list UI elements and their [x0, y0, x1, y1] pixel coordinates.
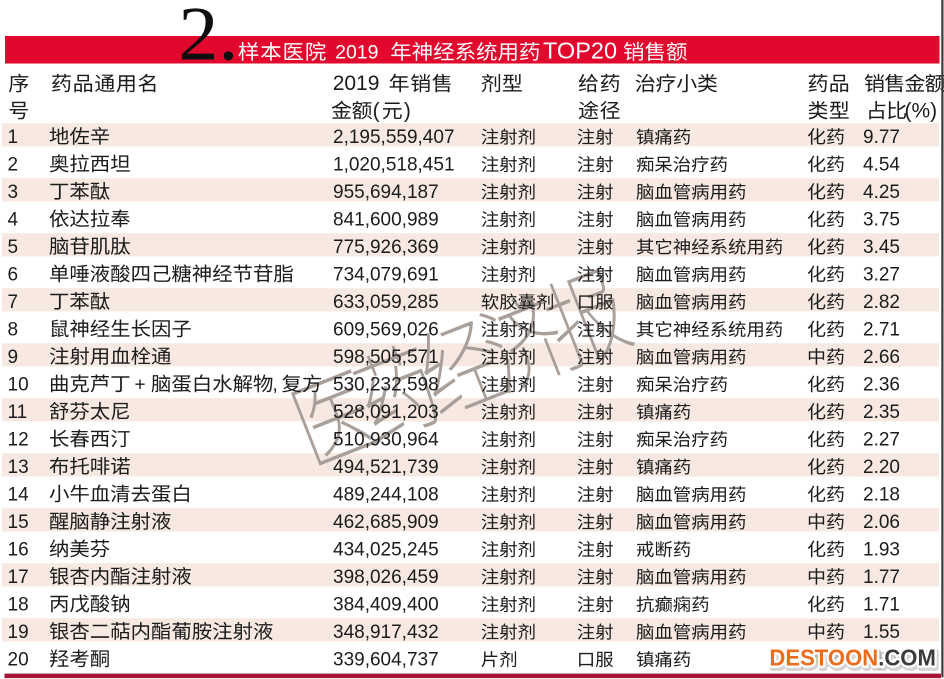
svg-text:DESTOON.COM: DESTOON.COM: [771, 646, 937, 673]
svg-text:20: 20: [8, 649, 29, 670]
svg-text:DESTOON.COM: DESTOON.COM: [769, 644, 935, 671]
svg-text:1.93: 1.93: [863, 539, 900, 560]
svg-text:775,926,369: 775,926,369: [333, 237, 439, 258]
svg-text:398,026,459: 398,026,459: [333, 567, 439, 588]
svg-text:2.27: 2.27: [863, 429, 900, 450]
svg-text:2.82: 2.82: [863, 292, 900, 313]
svg-text:384,409,400: 384,409,400: [333, 594, 439, 615]
svg-text:2.: 2.: [178, 0, 238, 76]
svg-text:4.25: 4.25: [863, 182, 900, 203]
svg-text:1.77: 1.77: [863, 567, 900, 588]
svg-text:1.71: 1.71: [863, 594, 900, 615]
svg-text:2.20: 2.20: [863, 457, 900, 478]
svg-text:3.27: 3.27: [863, 264, 900, 285]
svg-text:2019: 2019: [335, 42, 378, 64]
svg-text:11: 11: [8, 402, 28, 423]
svg-text:19: 19: [8, 622, 29, 643]
svg-text:3.75: 3.75: [863, 209, 900, 230]
svg-text:9: 9: [8, 347, 19, 368]
svg-text:2,195,559,407: 2,195,559,407: [333, 127, 455, 148]
svg-text:7: 7: [8, 292, 19, 313]
svg-text:3: 3: [8, 182, 19, 203]
svg-text:528,091,203: 528,091,203: [333, 402, 439, 423]
svg-text:TOP20: TOP20: [543, 38, 617, 64]
svg-text:18: 18: [8, 594, 29, 615]
svg-text:2.36: 2.36: [863, 374, 900, 395]
svg-text:462,685,909: 462,685,909: [333, 512, 439, 533]
svg-text:2.71: 2.71: [863, 319, 900, 340]
svg-text:10: 10: [8, 374, 29, 395]
svg-text:3.45: 3.45: [863, 237, 900, 258]
svg-text:4.54: 4.54: [863, 154, 900, 175]
svg-text:489,244,108: 489,244,108: [333, 484, 439, 505]
svg-text:955,694,187: 955,694,187: [333, 182, 439, 203]
svg-text:(: (: [373, 99, 380, 122]
svg-text:2019: 2019: [333, 72, 380, 95]
svg-text:,: ,: [273, 374, 278, 395]
svg-text:2: 2: [8, 154, 19, 175]
svg-text:1,020,518,451: 1,020,518,451: [333, 154, 455, 175]
svg-text:6: 6: [8, 264, 19, 285]
svg-text:4: 4: [8, 209, 19, 230]
svg-text:2.18: 2.18: [863, 484, 900, 505]
svg-text:15: 15: [8, 512, 29, 533]
svg-text:12: 12: [8, 429, 29, 450]
svg-text:494,521,739: 494,521,739: [333, 457, 439, 478]
svg-text:16: 16: [8, 539, 29, 560]
svg-text:17: 17: [8, 567, 29, 588]
svg-text:734,079,691: 734,079,691: [333, 264, 439, 285]
svg-text:(%): (%): [905, 99, 938, 122]
svg-text:609,569,026: 609,569,026: [333, 319, 439, 340]
svg-text:1.55: 1.55: [863, 622, 900, 643]
svg-text:1: 1: [8, 127, 19, 148]
svg-text:9.77: 9.77: [863, 127, 900, 148]
svg-text:2.66: 2.66: [863, 347, 900, 368]
svg-text:339,604,737: 339,604,737: [333, 649, 439, 670]
svg-text:+: +: [135, 374, 146, 395]
svg-text:14: 14: [8, 484, 30, 505]
svg-text:348,917,432: 348,917,432: [333, 622, 439, 643]
svg-text:13: 13: [8, 457, 29, 478]
svg-text:598,505,571: 598,505,571: [333, 347, 439, 368]
svg-text:2.06: 2.06: [863, 512, 900, 533]
svg-text:841,600,989: 841,600,989: [333, 209, 439, 230]
svg-text:5: 5: [8, 237, 19, 258]
svg-text:510,930,964: 510,930,964: [333, 429, 439, 450]
svg-text:633,059,285: 633,059,285: [333, 292, 439, 313]
svg-text:2.35: 2.35: [863, 402, 900, 423]
svg-text:530,232,598: 530,232,598: [333, 374, 439, 395]
svg-text:8: 8: [8, 319, 19, 340]
svg-text:): ): [404, 99, 411, 122]
svg-text:434,025,245: 434,025,245: [333, 539, 439, 560]
